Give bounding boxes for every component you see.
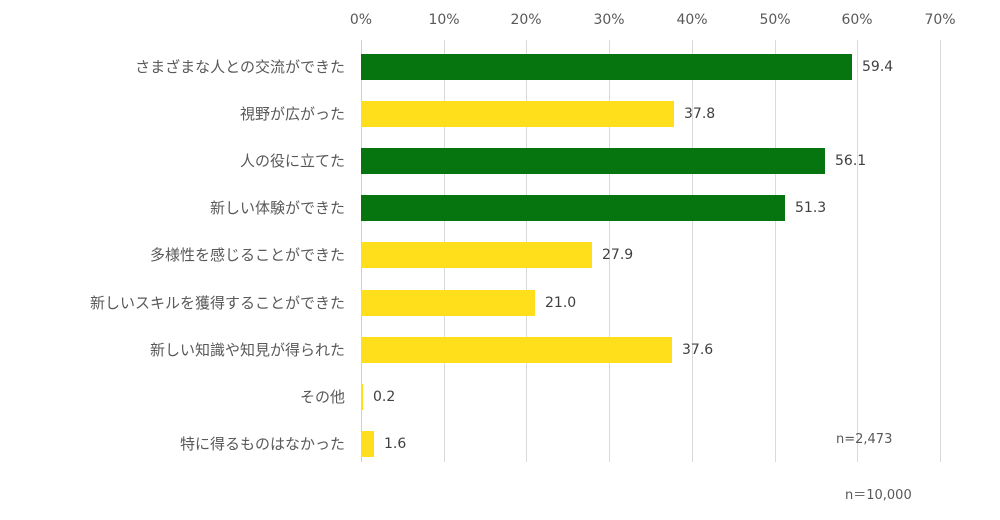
value-label: 59.4 — [862, 59, 894, 75]
value-label: 37.6 — [682, 342, 714, 358]
bar — [361, 431, 375, 457]
bar — [361, 101, 674, 127]
gridline — [775, 40, 776, 462]
x-tick-label: 10% — [428, 12, 460, 28]
category-label: 特に得るものはなかった — [179, 435, 345, 453]
category-label: 新しいスキルを獲得することができた — [89, 294, 345, 312]
bar — [361, 337, 672, 363]
category-label: さまざまな人との交流ができた — [135, 58, 345, 76]
value-label: 51.3 — [795, 200, 827, 216]
x-tick-label: 20% — [510, 12, 542, 28]
bar — [361, 242, 592, 268]
gridline — [940, 40, 941, 462]
x-tick-label: 50% — [759, 12, 791, 28]
value-label: 37.8 — [684, 106, 716, 122]
gridline — [692, 40, 693, 462]
bar — [361, 290, 535, 316]
x-tick-label: 60% — [841, 12, 873, 28]
x-tick-label: 0% — [349, 12, 373, 28]
bar — [361, 195, 786, 221]
value-label: 56.1 — [835, 153, 867, 169]
value-label: 27.9 — [602, 247, 634, 263]
bar — [361, 54, 853, 80]
x-tick-label: 70% — [924, 12, 956, 28]
category-label: 多様性を感じることができた — [149, 246, 345, 264]
gridline — [857, 40, 858, 462]
category-label: 視野が広がった — [239, 105, 345, 123]
value-label: 21.0 — [545, 295, 577, 311]
category-label: 人の役に立てた — [239, 152, 345, 170]
category-label: 新しい知識や知見が得られた — [149, 341, 345, 359]
x-tick-label: 30% — [593, 12, 625, 28]
value-label: 0.2 — [373, 389, 396, 405]
category-label: 新しい体験ができた — [209, 199, 345, 217]
category-label: その他 — [299, 388, 345, 406]
bar — [361, 148, 825, 174]
x-tick-label: 40% — [676, 12, 708, 28]
bar — [361, 384, 363, 410]
value-label: 1.6 — [384, 436, 407, 452]
gridline — [609, 40, 610, 462]
total-sample-note: n＝10,000 — [845, 488, 912, 503]
sample-size-note: n=2,473 — [836, 432, 893, 447]
